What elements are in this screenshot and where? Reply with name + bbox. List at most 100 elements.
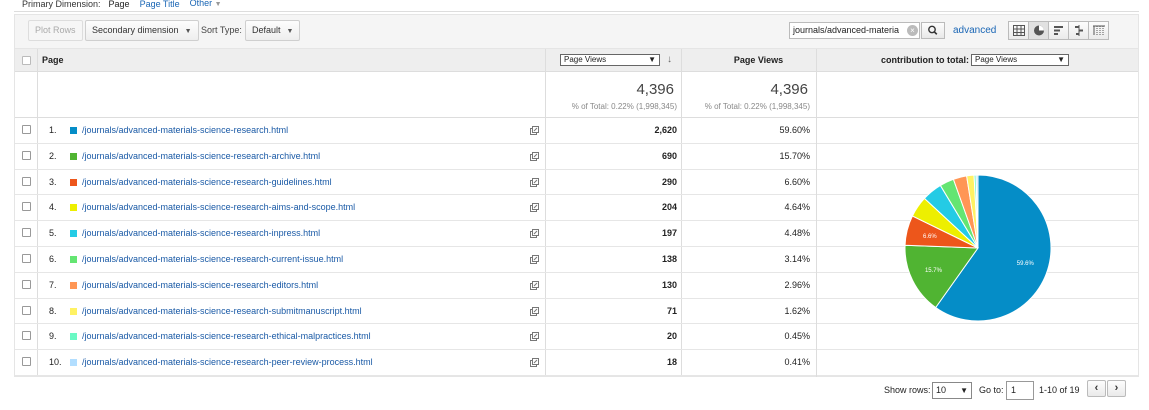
external-link-icon[interactable]: [530, 306, 539, 316]
page-link[interactable]: /journals/advanced-materials-science-res…: [82, 253, 344, 264]
next-page-button[interactable]: ›: [1107, 380, 1126, 397]
chevron-down-icon: ▼: [1057, 55, 1065, 64]
page-link[interactable]: /journals/advanced-materials-science-res…: [82, 331, 371, 342]
previous-page-button[interactable]: ‹: [1087, 380, 1106, 397]
row-number: 3.: [49, 176, 57, 187]
show-rows-select[interactable]: 10 ▼: [932, 382, 972, 399]
pivot-view-button[interactable]: [1088, 21, 1109, 40]
row-checkbox[interactable]: [22, 150, 31, 160]
external-link-icon[interactable]: [530, 126, 539, 135]
performance-view-button[interactable]: [1048, 21, 1069, 40]
row-checkbox[interactable]: [22, 176, 31, 186]
column-separator: [681, 272, 682, 298]
column-separator: [545, 118, 546, 143]
column-separator: [681, 143, 682, 169]
pageviews-percent: 1.62%: [784, 305, 810, 316]
show-rows-label: Show rows:: [884, 385, 931, 395]
page-link[interactable]: /journals/advanced-materials-science-res…: [82, 125, 289, 135]
table-row: 5. /journals/advanced-materials-science-r…: [15, 221, 1138, 247]
external-link-icon[interactable]: [530, 358, 539, 368]
row-checkbox[interactable]: [22, 305, 31, 315]
external-link-icon[interactable]: [530, 203, 539, 213]
secondary-dimension-dropdown[interactable]: Secondary dimension ▼: [85, 20, 199, 41]
pageviews-value: 204: [661, 202, 677, 213]
column-separator: [37, 298, 38, 324]
pie-slice-2[interactable]: [904, 244, 979, 309]
contribution-select[interactable]: Page Views ▼: [971, 54, 1069, 66]
pie-slice-10[interactable]: [975, 174, 979, 249]
external-link-icon[interactable]: [530, 254, 539, 264]
column-header-pageviews[interactable]: Page Views: [733, 55, 784, 65]
table-toolbar: Plot Rows Secondary dimension ▼ Sort Type…: [14, 14, 1139, 48]
column-separator: [37, 195, 38, 221]
external-link-icon[interactable]: [530, 280, 539, 290]
page-link[interactable]: /journals/advanced-materials-science-res…: [82, 305, 362, 316]
plot-rows-button[interactable]: Plot Rows: [28, 20, 83, 41]
column-separator: [816, 49, 817, 71]
page-link[interactable]: /journals/advanced-materials-science-res…: [82, 279, 319, 290]
primary-dimension-page-title-link[interactable]: Page Title: [139, 0, 180, 9]
goto-page-input[interactable]: 1: [1006, 381, 1034, 400]
column-separator: [37, 324, 38, 350]
external-link-icon[interactable]: [530, 332, 539, 342]
row-number: 5.: [49, 228, 57, 239]
row-checkbox[interactable]: [22, 357, 31, 367]
column-separator: [545, 298, 546, 324]
pie-slice-label: 15.7%: [925, 268, 943, 274]
series-color-swatch: [70, 359, 77, 367]
pie-slice-1[interactable]: [934, 174, 1052, 322]
row-number: 10.: [49, 357, 62, 368]
data-table: Page Page Views ▼ ↓ Page Views contributi…: [14, 48, 1139, 377]
pageviews-percent: 4.64%: [784, 202, 810, 213]
divider: [14, 11, 1139, 12]
table-row: 1. /journals/advanced-materials-science-r…: [15, 118, 1138, 144]
table-search-input[interactable]: journals/advanced-materia: [789, 22, 920, 39]
page-link[interactable]: /journals/advanced-materials-science-res…: [82, 150, 321, 161]
page-link[interactable]: /journals/advanced-materials-science-res…: [82, 202, 356, 213]
external-link-icon[interactable]: [530, 151, 539, 161]
clear-search-icon[interactable]: ×: [907, 25, 918, 36]
series-color-swatch: [70, 255, 77, 263]
pie-view-button[interactable]: [1028, 21, 1049, 40]
row-checkbox[interactable]: [22, 202, 31, 212]
page-link[interactable]: /journals/advanced-materials-science-res…: [82, 228, 321, 239]
pageviews-value: 197: [661, 228, 677, 239]
row-number: 9.: [49, 331, 57, 342]
column-separator: [545, 195, 546, 221]
column-separator: [545, 221, 546, 246]
column-separator: [37, 143, 38, 169]
external-link-icon[interactable]: [530, 229, 539, 239]
row-checkbox[interactable]: [22, 331, 31, 341]
chevron-down-icon: ▼: [960, 386, 968, 395]
row-checkbox[interactable]: [22, 228, 31, 238]
pagination-range: 1-10 of 19: [1039, 385, 1080, 395]
select-all-checkbox[interactable]: [22, 56, 31, 65]
series-color-swatch: [70, 204, 77, 212]
comparison-view-button[interactable]: [1068, 21, 1089, 40]
pageviews-percent: 15.70%: [779, 150, 810, 161]
search-button[interactable]: [921, 22, 945, 39]
column-header-page[interactable]: Page: [42, 55, 64, 65]
row-checkbox[interactable]: [22, 125, 31, 134]
metric-select[interactable]: Page Views ▼: [560, 54, 660, 66]
table-header: Page Page Views ▼ ↓ Page Views contributi…: [15, 49, 1138, 72]
series-color-swatch: [70, 230, 77, 238]
pie-chart-icon: [1033, 25, 1044, 36]
row-checkbox[interactable]: [22, 253, 31, 263]
sort-type-dropdown[interactable]: Default ▼: [245, 20, 301, 41]
primary-dimension-other-link[interactable]: Other ▼: [189, 0, 222, 8]
total-pageviews-value: 4,396: [636, 81, 674, 98]
page-link[interactable]: /journals/advanced-materials-science-res…: [82, 176, 332, 187]
sort-type-label: Sort Type:: [201, 25, 242, 35]
column-separator: [681, 169, 682, 195]
page-link[interactable]: /journals/advanced-materials-science-res…: [82, 357, 373, 368]
advanced-filter-link[interactable]: advanced: [953, 25, 997, 36]
contribution-label: contribution to total:: [881, 55, 969, 65]
bar-list-icon: [1053, 26, 1063, 35]
pageviews-value: 2,620: [654, 125, 677, 135]
sort-descending-icon[interactable]: ↓: [667, 54, 672, 65]
series-color-swatch: [70, 333, 77, 341]
data-view-button[interactable]: [1008, 21, 1029, 40]
external-link-icon[interactable]: [530, 177, 539, 187]
row-checkbox[interactable]: [22, 279, 31, 289]
